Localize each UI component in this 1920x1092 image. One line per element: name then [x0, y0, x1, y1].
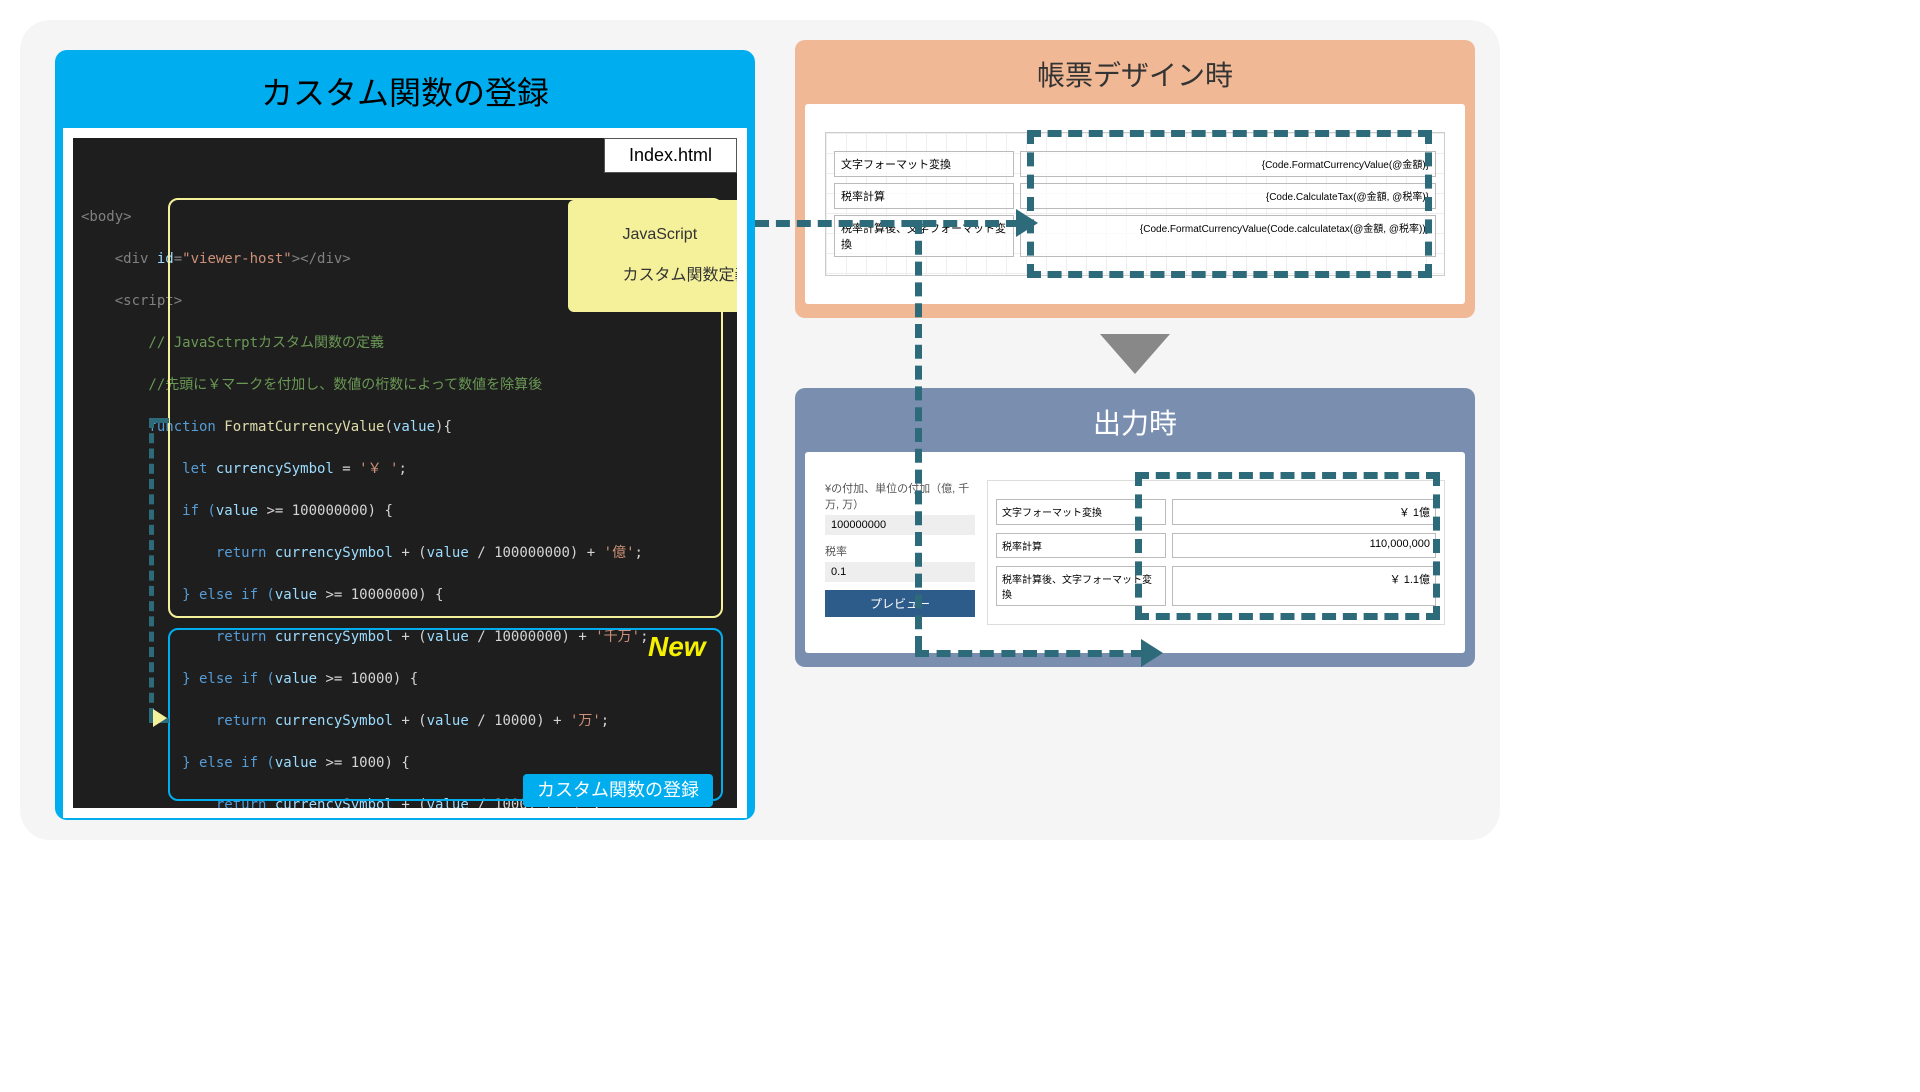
design-row-value: {Code.FormatCurrencyValue(Code.calculate…	[1020, 215, 1436, 257]
design-row: 税率計算 {Code.CalculateTax(@金額, @税率)}	[834, 183, 1436, 209]
design-row: 文字フォーマット変換 {Code.FormatCurrencyValue(@金額…	[834, 151, 1436, 177]
output-row: 税率計算 110,000,000	[996, 533, 1436, 558]
output-row-label: 文字フォーマット変換	[996, 499, 1166, 525]
design-row-value: {Code.CalculateTax(@金額, @税率)}	[1020, 183, 1436, 209]
inner-arrowhead-icon	[153, 709, 167, 727]
connector-arrowhead-icon	[1016, 209, 1038, 237]
output-wrap: ¥の付加、単位の付加（億, 千万, 万） 100000000 税率 0.1 プレ…	[825, 480, 1445, 625]
design-row-value: {Code.FormatCurrencyValue(@金額)}	[1020, 151, 1436, 177]
register-label: カスタム関数の登録	[523, 774, 713, 807]
output-row-value: 110,000,000	[1172, 533, 1436, 558]
output-row-label: 税率計算後、文字フォーマット変換	[996, 566, 1166, 606]
design-row: 税率計算後、文字フォーマット変換 {Code.FormatCurrencyVal…	[834, 215, 1436, 257]
output-sidebar: ¥の付加、単位の付加（億, 千万, 万） 100000000 税率 0.1 プレ…	[825, 480, 975, 625]
code-token: <body>	[81, 209, 132, 225]
output-panel: 出力時 ¥の付加、単位の付加（億, 千万, 万） 100000000 税率 0.…	[795, 388, 1475, 667]
right-column: 帳票デザイン時 文字フォーマット変換 {Code.FormatCurrencyV…	[795, 40, 1475, 683]
down-arrow-icon	[1100, 334, 1170, 374]
output-row-value: ￥ 1.1億	[1172, 566, 1436, 606]
left-panel-inner: Index.html <body> <div id="viewer-host">…	[63, 128, 747, 818]
output-field-value[interactable]: 100000000	[825, 515, 975, 535]
code-editor: Index.html <body> <div id="viewer-host">…	[73, 138, 737, 808]
output-row-value: ￥ 1億	[1172, 499, 1436, 525]
design-panel-body: 文字フォーマット変換 {Code.FormatCurrencyValue(@金額…	[805, 104, 1465, 304]
output-panel-body: ¥の付加、単位の付加（億, 千万, 万） 100000000 税率 0.1 プレ…	[805, 452, 1465, 653]
design-panel-title: 帳票デザイン時	[805, 48, 1465, 104]
output-main: 文字フォーマット変換 ￥ 1億 税率計算 110,000,000 税率計算後、文…	[987, 480, 1445, 625]
design-row-label: 税率計算	[834, 183, 1014, 209]
output-row-label: 税率計算	[996, 533, 1166, 558]
diagram-canvas: カスタム関数の登録 Index.html <body> <div id="vie…	[20, 20, 1500, 840]
preview-button[interactable]: プレビュー	[825, 590, 975, 617]
left-panel: カスタム関数の登録 Index.html <body> <div id="vie…	[55, 50, 755, 820]
new-badge: New	[648, 626, 706, 668]
design-row-label: 税率計算後、文字フォーマット変換	[834, 215, 1014, 257]
output-field-value[interactable]: 0.1	[825, 562, 975, 582]
connector-arrowhead-icon	[1141, 639, 1163, 667]
file-tab: Index.html	[604, 138, 737, 173]
output-field-label: ¥の付加、単位の付加（億, 千万, 万）	[825, 480, 975, 512]
output-field-label: 税率	[825, 543, 975, 559]
left-panel-title: カスタム関数の登録	[63, 58, 747, 128]
design-row-label: 文字フォーマット変換	[834, 151, 1014, 177]
design-panel: 帳票デザイン時 文字フォーマット変換 {Code.FormatCurrencyV…	[795, 40, 1475, 318]
js-definition-label: JavaScript カスタム関数定義	[568, 200, 737, 312]
design-grid: 文字フォーマット変換 {Code.FormatCurrencyValue(@金額…	[825, 132, 1445, 276]
output-row: 文字フォーマット変換 ￥ 1億	[996, 499, 1436, 525]
output-panel-title: 出力時	[805, 396, 1465, 452]
output-row: 税率計算後、文字フォーマット変換 ￥ 1.1億	[996, 566, 1436, 606]
